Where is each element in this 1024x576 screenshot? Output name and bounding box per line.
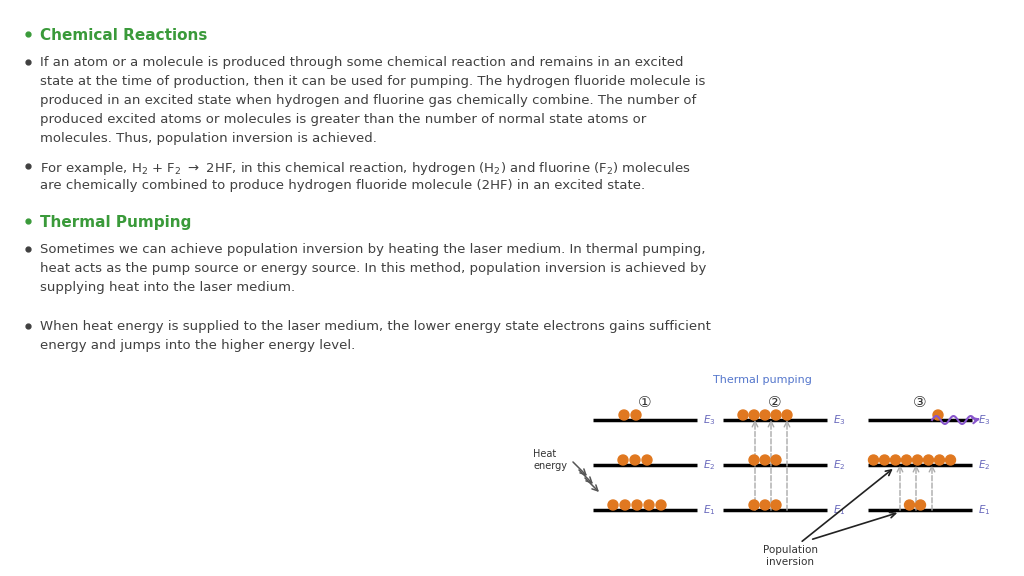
Circle shape xyxy=(749,410,759,420)
Text: When heat energy is supplied to the laser medium, the lower energy state electro: When heat energy is supplied to the lase… xyxy=(40,320,711,333)
Circle shape xyxy=(631,410,641,420)
Text: ③: ③ xyxy=(913,395,927,410)
Text: state at the time of production, then it can be used for pumping. The hydrogen f: state at the time of production, then it… xyxy=(40,75,706,88)
Circle shape xyxy=(760,410,770,420)
Text: molecules. Thus, population inversion is achieved.: molecules. Thus, population inversion is… xyxy=(40,132,377,145)
Text: $E_1$: $E_1$ xyxy=(703,503,716,517)
Circle shape xyxy=(880,455,890,465)
Circle shape xyxy=(630,455,640,465)
Circle shape xyxy=(632,500,642,510)
Circle shape xyxy=(771,455,781,465)
Text: If an atom or a molecule is produced through some chemical reaction and remains : If an atom or a molecule is produced thr… xyxy=(40,56,683,69)
Circle shape xyxy=(760,500,770,510)
Circle shape xyxy=(901,455,911,465)
Circle shape xyxy=(618,455,628,465)
Text: Population
inversion: Population inversion xyxy=(763,545,817,567)
Circle shape xyxy=(608,500,618,510)
Circle shape xyxy=(915,500,926,510)
Circle shape xyxy=(642,455,652,465)
Text: $E_2$: $E_2$ xyxy=(703,458,716,472)
Text: For example, H$_2$ + F$_2$ $\rightarrow$ 2HF, in this chemical reaction, hydroge: For example, H$_2$ + F$_2$ $\rightarrow$… xyxy=(40,160,690,177)
Circle shape xyxy=(656,500,666,510)
Text: ①: ① xyxy=(638,395,652,410)
Circle shape xyxy=(749,455,759,465)
Text: supplying heat into the laser medium.: supplying heat into the laser medium. xyxy=(40,281,295,294)
Circle shape xyxy=(749,500,759,510)
Text: $E_3$: $E_3$ xyxy=(978,413,990,427)
Text: ②: ② xyxy=(768,395,781,410)
Circle shape xyxy=(933,410,943,420)
Circle shape xyxy=(771,500,781,510)
Text: heat acts as the pump source or energy source. In this method, population invers: heat acts as the pump source or energy s… xyxy=(40,262,707,275)
Circle shape xyxy=(620,500,630,510)
Circle shape xyxy=(771,410,781,420)
Circle shape xyxy=(618,410,629,420)
Circle shape xyxy=(644,500,654,510)
Text: are chemically combined to produce hydrogen fluoride molecule (2HF) in an excite: are chemically combined to produce hydro… xyxy=(40,179,645,192)
Circle shape xyxy=(868,455,879,465)
Text: Thermal Pumping: Thermal Pumping xyxy=(40,215,191,230)
Text: $E_2$: $E_2$ xyxy=(978,458,990,472)
Text: produced in an excited state when hydrogen and fluorine gas chemically combine. : produced in an excited state when hydrog… xyxy=(40,94,696,107)
Circle shape xyxy=(935,455,944,465)
Text: energy and jumps into the higher energy level.: energy and jumps into the higher energy … xyxy=(40,339,355,352)
Circle shape xyxy=(924,455,934,465)
Circle shape xyxy=(904,500,914,510)
Text: $E_2$: $E_2$ xyxy=(833,458,846,472)
Text: produced excited atoms or molecules is greater than the number of normal state a: produced excited atoms or molecules is g… xyxy=(40,113,646,126)
Text: $E_1$: $E_1$ xyxy=(978,503,990,517)
Text: Sometimes we can achieve population inversion by heating the laser medium. In th: Sometimes we can achieve population inve… xyxy=(40,243,706,256)
Text: Chemical Reactions: Chemical Reactions xyxy=(40,28,208,43)
Circle shape xyxy=(738,410,748,420)
Circle shape xyxy=(891,455,900,465)
Text: $E_1$: $E_1$ xyxy=(833,503,846,517)
Circle shape xyxy=(760,455,770,465)
Text: Heat
energy: Heat energy xyxy=(534,449,567,471)
Text: $E_3$: $E_3$ xyxy=(703,413,716,427)
Circle shape xyxy=(945,455,955,465)
Text: $E_3$: $E_3$ xyxy=(833,413,846,427)
Circle shape xyxy=(912,455,923,465)
Text: Thermal pumping: Thermal pumping xyxy=(713,375,811,385)
Circle shape xyxy=(782,410,792,420)
